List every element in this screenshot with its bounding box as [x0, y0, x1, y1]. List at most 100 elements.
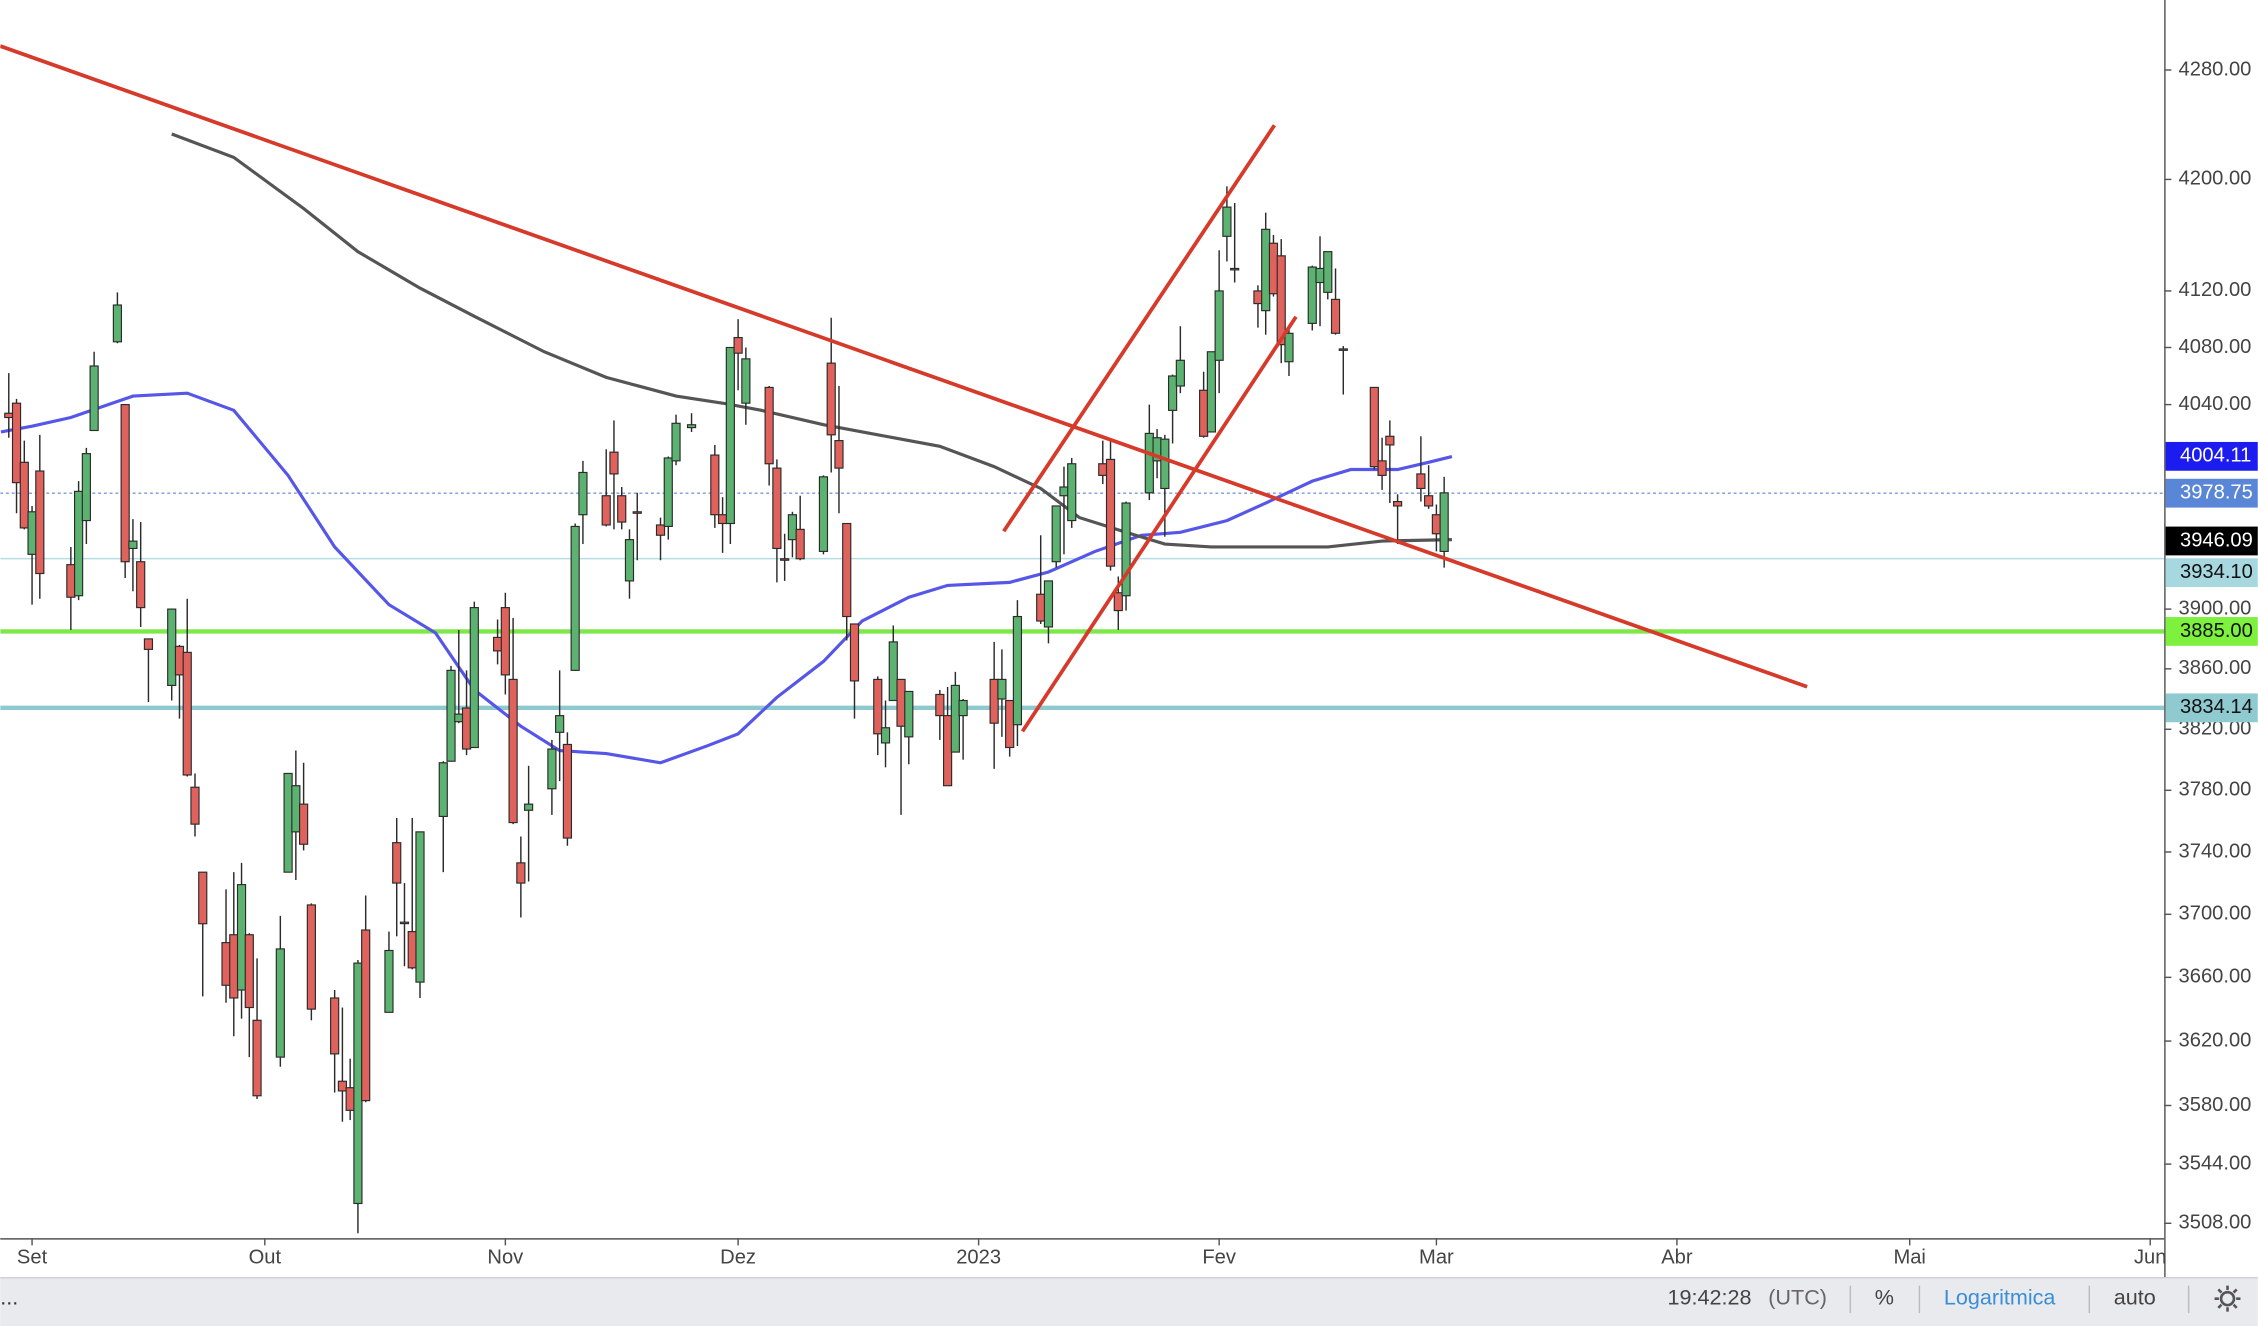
candle-body: [516, 862, 526, 884]
price-label: 4004.11: [2180, 445, 2251, 467]
candle-body: [1431, 514, 1442, 535]
auto-toggle[interactable]: auto: [2114, 1284, 2156, 1309]
log-toggle[interactable]: Logaritmica: [1944, 1284, 2056, 1309]
price-label-bg: [2165, 526, 2258, 556]
candle-body: [942, 715, 953, 787]
price-label: 3946.09: [2180, 529, 2253, 551]
clock: 19:42:28: [1667, 1284, 1751, 1309]
candle-body: [997, 678, 1007, 700]
candle-body: [143, 638, 154, 650]
candle-body: [818, 476, 829, 552]
candle-body: [1385, 435, 1395, 446]
candle-body: [330, 997, 340, 1055]
candle-body: [508, 678, 518, 824]
toolbar-bg: [0, 1277, 2258, 1326]
candle-body: [454, 713, 464, 723]
candle-body: [950, 684, 960, 753]
candle-body: [182, 651, 192, 776]
candle-body: [1160, 438, 1170, 490]
candles: [4, 186, 1449, 1234]
candle-body: [1416, 473, 1426, 490]
candle-body: [624, 539, 635, 582]
x-tick-label: Nov: [487, 1247, 523, 1269]
candle-body: [1121, 502, 1131, 597]
y-tick-label: 4080.00: [2179, 336, 2252, 358]
candle-body: [35, 470, 45, 575]
candle-body: [935, 693, 945, 717]
x-tick-label: Out: [249, 1247, 282, 1269]
candle-body: [904, 690, 914, 738]
candle-body: [958, 699, 968, 717]
menu[interactable]: ...: [0, 1284, 18, 1309]
candle-body: [299, 803, 309, 845]
candle-body: [19, 461, 29, 529]
candle-body: [112, 304, 123, 343]
candle-body: [725, 346, 735, 525]
candle-body: [392, 842, 402, 884]
candle-body: [244, 934, 254, 1009]
price-label-bg: [2165, 478, 2258, 508]
candle-body: [407, 931, 417, 969]
y-tick-label: 4280.00: [2179, 58, 2252, 80]
candle-body: [671, 422, 681, 462]
candle-body: [1230, 267, 1240, 271]
candle-body: [27, 511, 37, 555]
candle-body: [500, 607, 510, 676]
candle-body: [880, 727, 891, 744]
moving-average: [0, 391, 1453, 765]
candle-body: [167, 608, 177, 686]
candle-body: [1377, 460, 1387, 476]
toolbar: ... 19:42:28 (UTC) % Logaritmica auto: [0, 1277, 2258, 1326]
settings-icon[interactable]: [2214, 1285, 2241, 1312]
y-tick-label: 3508.00: [2179, 1212, 2252, 1234]
candle-body: [198, 871, 208, 925]
candle-body: [229, 934, 239, 999]
candle-body: [1268, 242, 1279, 295]
candle-body: [1067, 463, 1077, 522]
moving-average: [171, 132, 1452, 549]
moving-averages: [0, 132, 1453, 765]
candle-body: [337, 1080, 348, 1092]
candle-body: [11, 402, 22, 484]
y-tick-label: 3740.00: [2179, 840, 2252, 862]
candle-body: [461, 707, 472, 750]
candle-body: [1214, 290, 1224, 361]
candle-body: [524, 803, 534, 811]
y-tick-label: 3544.00: [2179, 1152, 2252, 1174]
candle-body: [1392, 500, 1403, 507]
candle-body: [1315, 267, 1325, 284]
price-label-bg: [2165, 441, 2258, 471]
candle-body: [780, 558, 790, 561]
candle-body: [717, 514, 728, 525]
y-tick-label: 3620.00: [2179, 1029, 2252, 1051]
percent-toggle[interactable]: %: [1875, 1284, 1894, 1309]
candle-body: [834, 440, 844, 469]
trendlines: [0, 44, 1808, 733]
candle-body: [1113, 592, 1123, 612]
candle-body: [849, 623, 860, 682]
candle-body: [174, 645, 185, 676]
price-label-bg: [2165, 558, 2258, 588]
candle-body: [562, 743, 573, 839]
candle-body: [570, 525, 580, 671]
candle-body: [469, 607, 479, 749]
candle-body: [741, 358, 751, 404]
price-label-bg: [2165, 617, 2258, 646]
candle-body: [399, 921, 410, 925]
candle-body: [547, 748, 557, 790]
candle-body: [1105, 458, 1116, 567]
candle-body: [384, 949, 394, 1013]
y-tick-label: 3860.00: [2179, 657, 2252, 679]
candle-body: [1338, 348, 1348, 351]
y-tick-label: 4040.00: [2179, 393, 2252, 415]
candle-body: [1005, 699, 1015, 749]
candle-body: [873, 678, 883, 735]
candle-body: [609, 451, 619, 475]
y-tick-label: 3580.00: [2179, 1094, 2252, 1116]
candle-body: [555, 715, 565, 733]
candle-body: [66, 564, 76, 598]
candle-body: [787, 514, 798, 541]
candle-body: [291, 785, 301, 833]
candle-body: [89, 365, 99, 432]
